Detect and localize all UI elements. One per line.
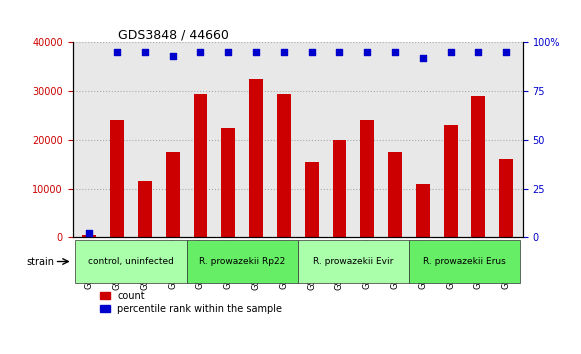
Bar (221, 128, 235, 237)
Point (252, 50, 261, 55)
Bar (471, 96, 485, 237)
Point (224, 50, 233, 55)
Point (418, 55, 428, 61)
Bar (499, 159, 513, 237)
Bar (332, 140, 346, 237)
Bar (388, 152, 402, 237)
Bar (304, 162, 318, 237)
Point (474, 50, 483, 55)
Point (501, 50, 511, 55)
Bar (193, 93, 207, 237)
Point (390, 50, 400, 55)
FancyBboxPatch shape (187, 240, 297, 284)
Point (446, 50, 456, 55)
Bar (249, 79, 263, 237)
Text: R. prowazekii Rp22: R. prowazekii Rp22 (199, 257, 285, 266)
Text: R. prowazekii Erus: R. prowazekii Erus (423, 257, 506, 266)
Point (279, 50, 289, 55)
Point (85, 230, 94, 236)
Point (196, 50, 205, 55)
FancyBboxPatch shape (76, 240, 187, 284)
Point (335, 50, 344, 55)
Legend: count, percentile rank within the sample: count, percentile rank within the sample (100, 291, 282, 314)
Bar (110, 120, 124, 237)
Bar (166, 152, 180, 237)
Bar (277, 93, 291, 237)
Bar (360, 120, 374, 237)
Point (168, 53, 177, 59)
FancyBboxPatch shape (409, 240, 520, 284)
Text: control, uninfected: control, uninfected (88, 257, 174, 266)
Point (113, 50, 122, 55)
Bar (416, 184, 430, 237)
Point (140, 50, 149, 55)
Text: GDS3848 / 44660: GDS3848 / 44660 (117, 28, 228, 41)
Bar (138, 181, 152, 237)
Bar (444, 125, 458, 237)
Text: strain: strain (27, 257, 55, 267)
Text: R. prowazekii Evir: R. prowazekii Evir (313, 257, 393, 266)
Bar (83, 235, 96, 237)
FancyBboxPatch shape (297, 240, 409, 284)
Point (363, 50, 372, 55)
Point (307, 50, 316, 55)
